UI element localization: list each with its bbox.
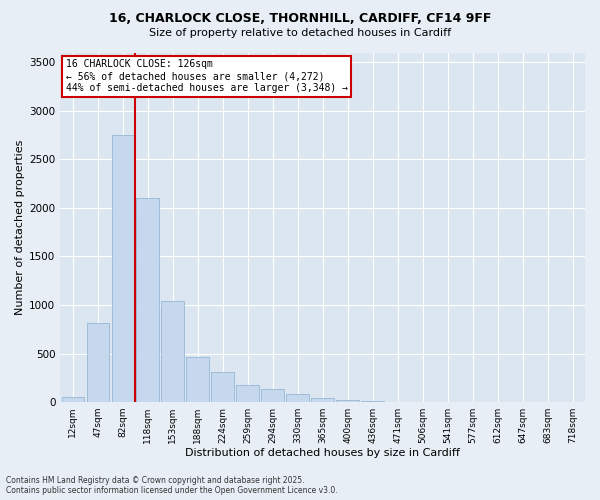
Bar xyxy=(62,397,84,402)
Bar xyxy=(136,198,159,402)
Bar xyxy=(337,400,359,402)
Text: 16, CHARLOCK CLOSE, THORNHILL, CARDIFF, CF14 9FF: 16, CHARLOCK CLOSE, THORNHILL, CARDIFF, … xyxy=(109,12,491,26)
Bar xyxy=(311,398,334,402)
Text: Contains HM Land Registry data © Crown copyright and database right 2025.
Contai: Contains HM Land Registry data © Crown c… xyxy=(6,476,338,495)
Bar xyxy=(236,384,259,402)
Text: 16 CHARLOCK CLOSE: 126sqm
← 56% of detached houses are smaller (4,272)
44% of se: 16 CHARLOCK CLOSE: 126sqm ← 56% of detac… xyxy=(65,60,347,92)
X-axis label: Distribution of detached houses by size in Cardiff: Distribution of detached houses by size … xyxy=(185,448,460,458)
Text: Size of property relative to detached houses in Cardiff: Size of property relative to detached ho… xyxy=(149,28,451,38)
Y-axis label: Number of detached properties: Number of detached properties xyxy=(15,140,25,315)
Bar xyxy=(262,390,284,402)
Bar xyxy=(112,135,134,402)
Bar xyxy=(86,324,109,402)
Bar xyxy=(211,372,234,402)
Bar xyxy=(187,358,209,402)
Bar xyxy=(161,301,184,402)
Bar xyxy=(286,394,309,402)
